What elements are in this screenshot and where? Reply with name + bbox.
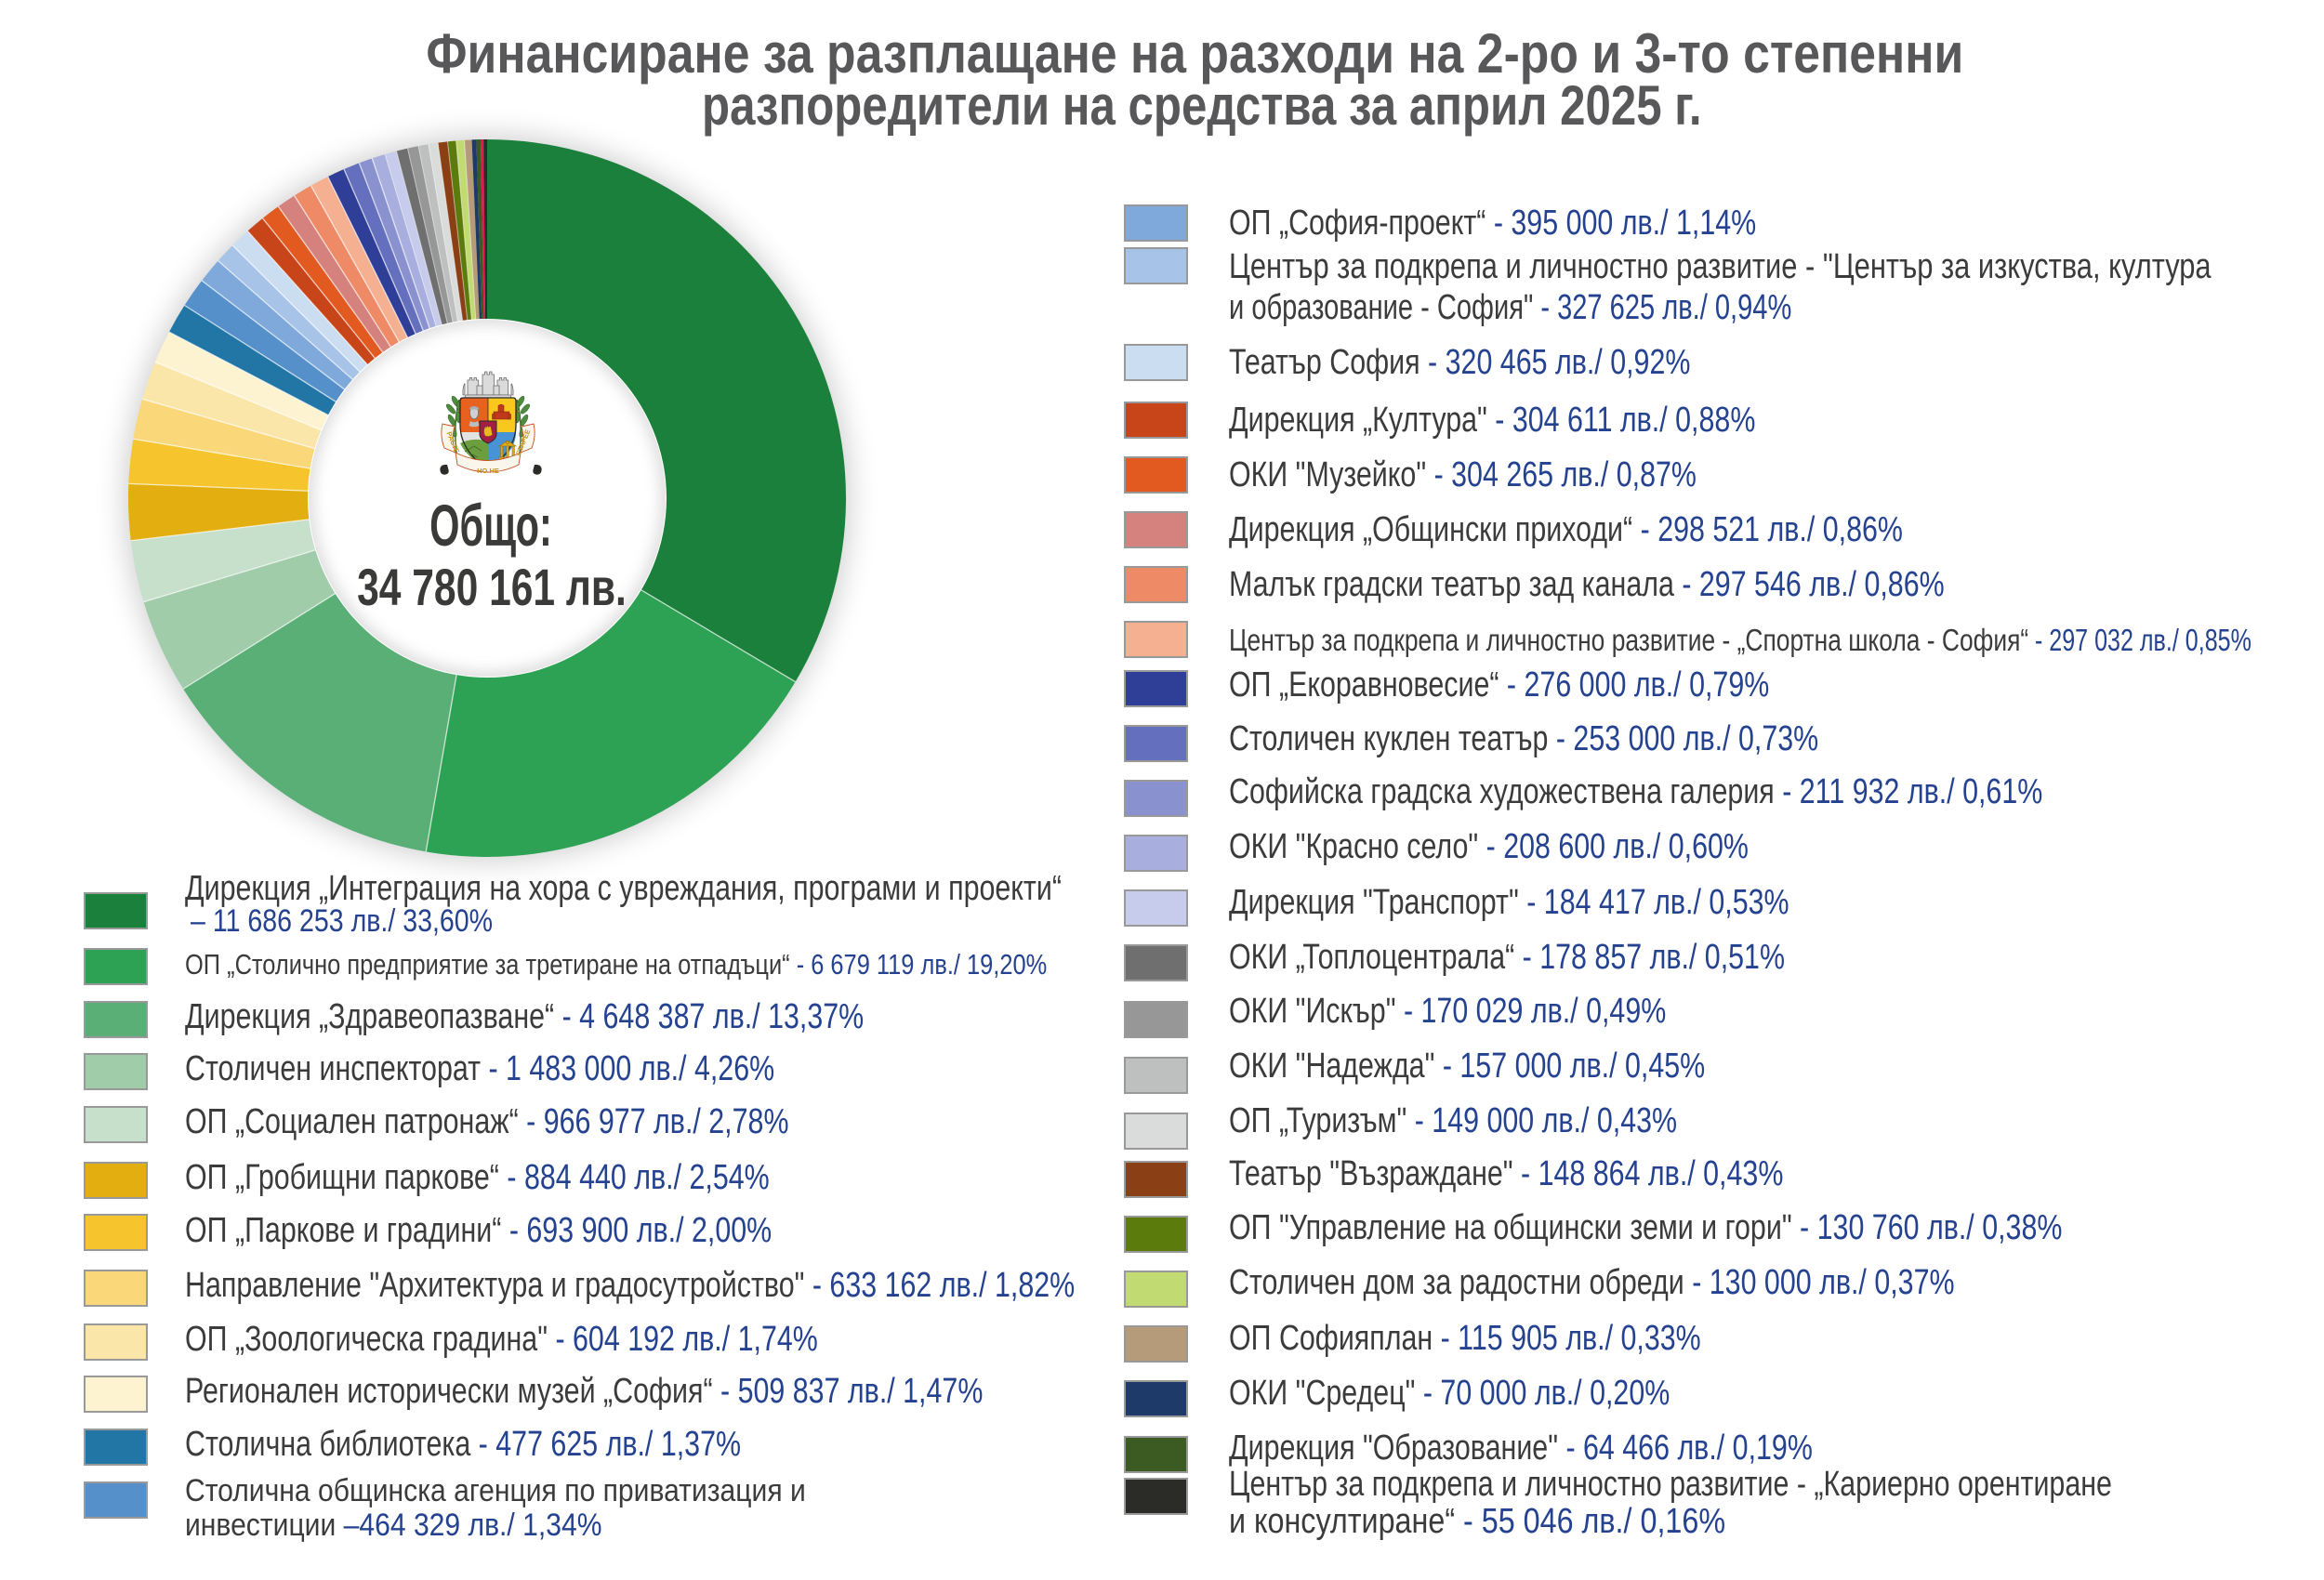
svg-text:34 780 161 лв.: 34 780 161 лв. (357, 558, 627, 616)
svg-text:НО НЕ: НО НЕ (477, 467, 499, 475)
svg-text:Общо:: Общо: (429, 494, 552, 560)
